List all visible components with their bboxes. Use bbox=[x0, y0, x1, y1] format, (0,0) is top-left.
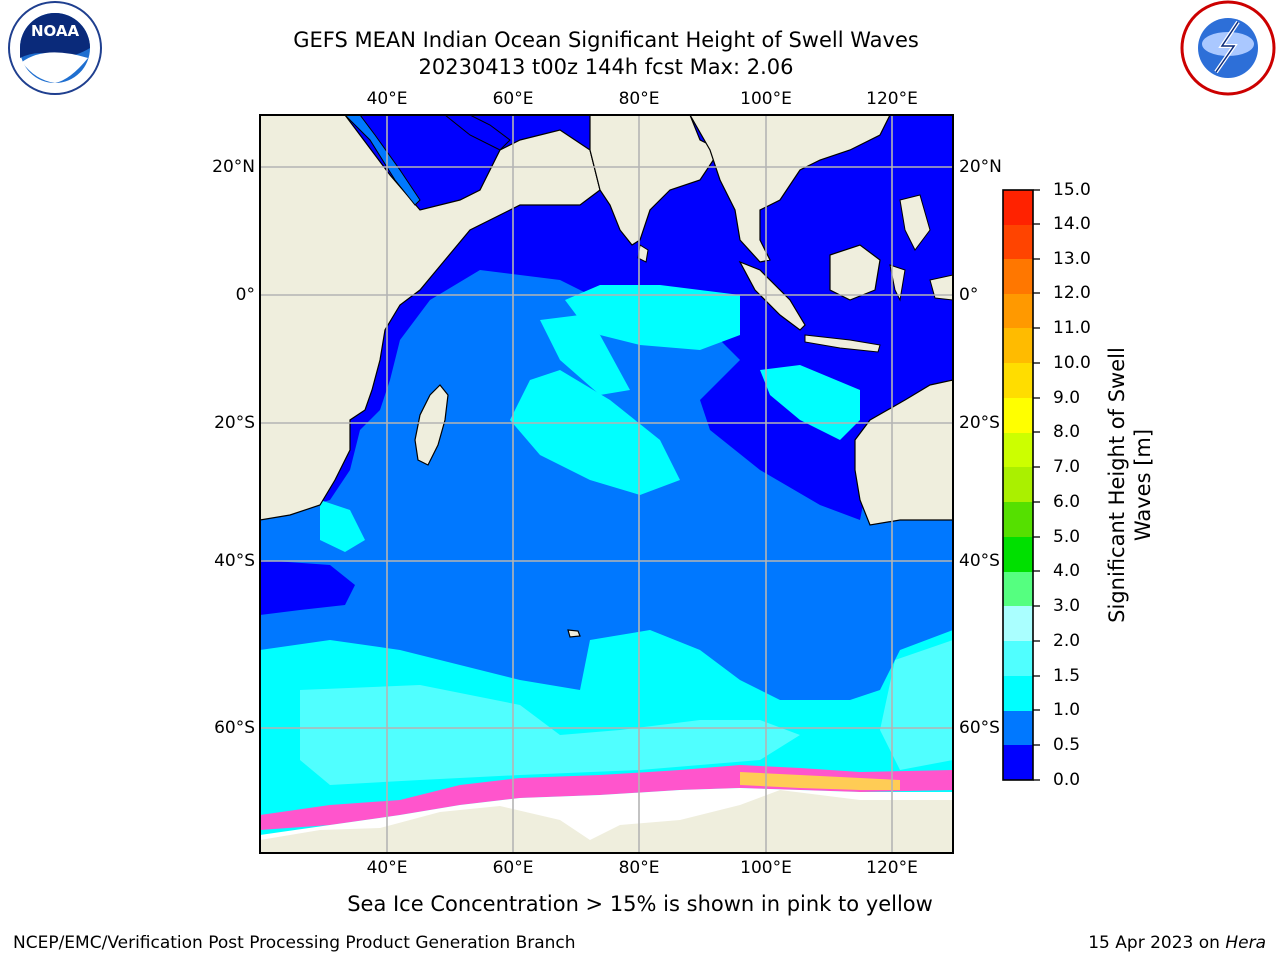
persian-gulf bbox=[444, 115, 511, 151]
africa-arabia-land bbox=[260, 115, 601, 521]
colorbar-tick: 1.5 bbox=[1053, 666, 1081, 686]
low-swell-region-sw bbox=[260, 560, 355, 615]
java-land bbox=[804, 334, 881, 353]
lat-tick-right-40s: 40°S bbox=[959, 551, 1000, 571]
sulawesi-land bbox=[889, 264, 906, 302]
colorbar bbox=[1002, 189, 1040, 781]
colorbar-tick: 4.0 bbox=[1053, 561, 1081, 581]
sumatra-land bbox=[738, 260, 806, 331]
colorbar-tick: 5.0 bbox=[1053, 527, 1081, 547]
colorbar-tick: 2.0 bbox=[1053, 631, 1081, 651]
lat-tick-right-0: 0° bbox=[959, 285, 979, 305]
colorbar-label-line2: Waves [m] bbox=[1131, 428, 1155, 542]
map-frame bbox=[259, 114, 954, 854]
colorbar-tick: 14.0 bbox=[1053, 214, 1091, 234]
lat-tick-left-40s: 40°S bbox=[214, 551, 255, 571]
colorbar-tick: 6.0 bbox=[1053, 492, 1081, 512]
philippines-land bbox=[899, 194, 931, 251]
lon-tick-top-100e: 100°E bbox=[740, 89, 792, 109]
sea-ice-inner bbox=[740, 772, 900, 790]
footer-date-text: 15 Apr 2023 on bbox=[1088, 933, 1226, 953]
lon-tick-bottom-120e: 120°E bbox=[866, 858, 918, 878]
lon-tick-bottom-40e: 40°E bbox=[366, 858, 408, 878]
kerguelen-island bbox=[567, 629, 581, 638]
footer-date: 15 Apr 2023 on Hera bbox=[1088, 932, 1266, 954]
lat-tick-right-60s: 60°S bbox=[959, 718, 1000, 738]
map-subtitle: 20230413 t00z 144h fcst Max: 2.06 bbox=[418, 55, 794, 79]
lon-tick-top-60e: 60°E bbox=[492, 89, 534, 109]
lat-tick-left-20s: 20°S bbox=[214, 413, 255, 433]
borneo-land bbox=[829, 244, 881, 301]
colorbar-tick: 8.0 bbox=[1053, 422, 1081, 442]
southern-swell-band-light bbox=[300, 685, 800, 785]
lat-tick-right-20n: 20°N bbox=[959, 157, 1002, 177]
mid-swell-patch-2 bbox=[540, 315, 630, 395]
madagascar-land bbox=[414, 384, 449, 466]
lon-tick-top-120e: 120°E bbox=[866, 89, 918, 109]
nws-logo bbox=[1180, 0, 1276, 96]
australia-land bbox=[854, 379, 953, 526]
southern-swell-band-east bbox=[880, 640, 953, 770]
mid-swell-patch-1 bbox=[565, 285, 740, 350]
lon-tick-bottom-60e: 60°E bbox=[492, 858, 534, 878]
colorbar-tick: 9.0 bbox=[1053, 388, 1081, 408]
colorbar-tick: 15.0 bbox=[1053, 180, 1091, 200]
map-title: GEFS MEAN Indian Ocean Significant Heigh… bbox=[293, 28, 919, 52]
sea-ice-note: Sea Ice Concentration > 15% is shown in … bbox=[347, 892, 933, 916]
footer-host: Hera bbox=[1225, 933, 1266, 953]
map-grid bbox=[260, 115, 953, 853]
footer-credit: NCEP/EMC/Verification Post Processing Pr… bbox=[13, 933, 576, 953]
colorbar-tick: 13.0 bbox=[1053, 249, 1091, 269]
colorbar-tick: 0.0 bbox=[1053, 770, 1081, 790]
map-area bbox=[260, 115, 953, 853]
lon-tick-top-80e: 80°E bbox=[618, 89, 660, 109]
lat-tick-right-20s: 20°S bbox=[959, 413, 1000, 433]
lon-tick-top-40e: 40°E bbox=[366, 89, 408, 109]
antarctica-land bbox=[260, 790, 953, 853]
lon-tick-bottom-80e: 80°E bbox=[618, 858, 660, 878]
india-land bbox=[589, 115, 721, 246]
lat-tick-left-60s: 60°S bbox=[214, 718, 255, 738]
noaa-logo: NOAA bbox=[8, 1, 102, 95]
mid-swell-patch-4 bbox=[760, 365, 860, 440]
colorbar-tick: 10.0 bbox=[1053, 353, 1091, 373]
lat-tick-left-20n: 20°N bbox=[212, 157, 255, 177]
mid-swell-patch-3 bbox=[510, 370, 680, 495]
colorbar-label: Significant Height of Swell Waves [m] bbox=[1104, 325, 1156, 645]
colorbar-tick: 12.0 bbox=[1053, 283, 1091, 303]
colorbar-tick: 11.0 bbox=[1053, 318, 1091, 338]
colorbar-tick: 1.0 bbox=[1053, 700, 1081, 720]
colorbar-label-line1: Significant Height of Swell bbox=[1105, 347, 1129, 623]
colorbar-tick: 3.0 bbox=[1053, 596, 1081, 616]
colorbar-tick: 0.5 bbox=[1053, 735, 1081, 755]
noaa-logo-text: NOAA bbox=[31, 22, 80, 40]
indochina-land bbox=[689, 115, 891, 263]
new-guinea-land bbox=[929, 274, 953, 301]
colorbar-tick: 7.0 bbox=[1053, 457, 1081, 477]
mid-swell-patch-5 bbox=[320, 500, 365, 552]
red-sea bbox=[344, 115, 421, 206]
lat-tick-left-0: 0° bbox=[235, 285, 255, 305]
lon-tick-bottom-100e: 100°E bbox=[740, 858, 792, 878]
